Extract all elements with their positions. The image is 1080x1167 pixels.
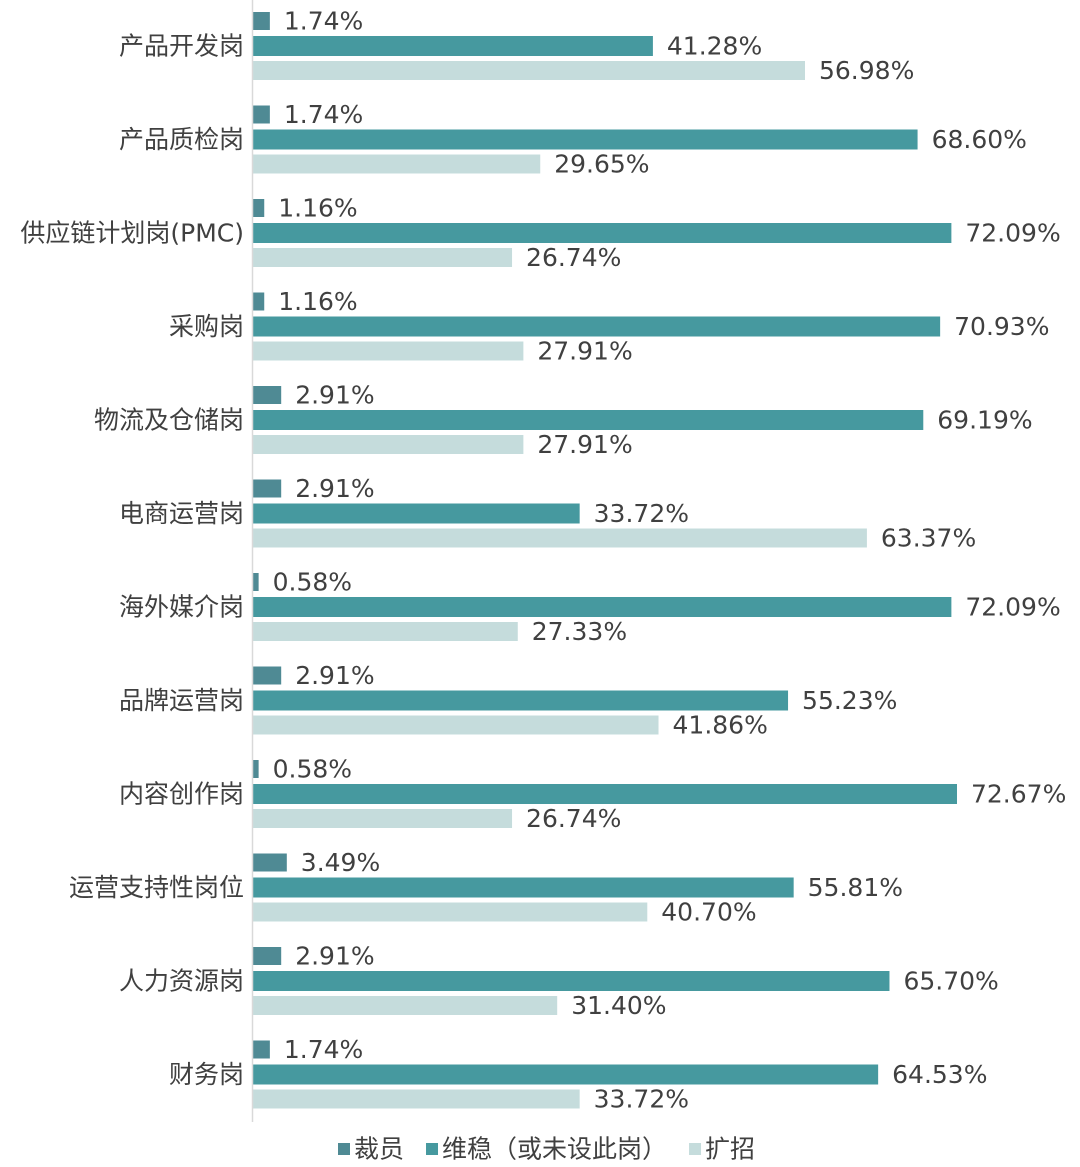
bar-layoff (253, 760, 259, 778)
bar-expand (253, 809, 513, 828)
data-label: 72.09% (965, 219, 1060, 248)
legend-swatch (426, 1143, 439, 1155)
bar-expand (253, 248, 513, 267)
category-label: 海外媒介岗 (119, 593, 244, 622)
bar-expand (253, 1089, 580, 1109)
bar-stable (253, 36, 653, 56)
category-label: 人力资源岗 (119, 967, 244, 996)
data-label: 0.58% (273, 568, 352, 597)
legend-label: 扩招 (705, 1135, 755, 1164)
data-label: 3.49% (301, 848, 380, 877)
category-label: 供应链计划岗(PMC) (20, 219, 244, 248)
bar-expand (253, 902, 648, 922)
bar-stable (253, 316, 941, 337)
data-label: 2.91% (295, 661, 374, 690)
data-label: 69.19% (937, 406, 1032, 435)
legend-swatch (338, 1143, 350, 1155)
bar-layoff (253, 1040, 270, 1059)
bar-layoff (253, 386, 282, 404)
data-label: 1.74% (284, 100, 363, 129)
legend-label: 裁员 (354, 1135, 404, 1164)
bar-stable (253, 784, 957, 804)
data-label: 56.98% (819, 56, 914, 85)
category-label: 品牌运营岗 (119, 686, 244, 715)
bar-stable (253, 877, 794, 898)
bar-expand (253, 61, 806, 80)
data-label: 2.91% (295, 942, 374, 971)
category-label: 物流及仓储岗 (94, 406, 244, 435)
data-label: 27.91% (537, 337, 632, 366)
bars-layer (253, 12, 957, 1109)
bar-layoff (253, 853, 287, 872)
category-label: 电商运营岗 (119, 499, 244, 528)
bar-layoff (253, 199, 265, 217)
data-label: 27.91% (537, 430, 632, 459)
data-label: 33.72% (594, 499, 689, 528)
data-label: 33.72% (594, 1085, 689, 1114)
data-label: 26.74% (526, 243, 621, 272)
data-label: 40.70% (661, 898, 756, 927)
bar-layoff (253, 105, 270, 124)
data-label: 1.74% (284, 1035, 363, 1064)
data-label: 41.86% (673, 711, 768, 740)
data-label: 72.67% (971, 780, 1066, 809)
bar-stable (253, 129, 918, 150)
bar-layoff (253, 573, 259, 591)
data-label: 68.60% (932, 125, 1027, 154)
data-label: 63.37% (881, 524, 976, 553)
bar-expand (253, 154, 541, 174)
bar-expand (253, 341, 524, 361)
bar-stable (253, 223, 952, 243)
bar-stable (253, 410, 924, 430)
legend: 裁员 维稳（或未设此岗） 扩招 (338, 1135, 755, 1164)
category-label: 运营支持性岗位 (69, 873, 244, 902)
data-label: 72.09% (965, 593, 1060, 622)
bar-expand (253, 528, 867, 548)
category-label: 采购岗 (169, 312, 244, 341)
bar-layoff (253, 479, 282, 498)
data-label: 55.81% (808, 873, 903, 902)
bar-stable (253, 1064, 879, 1085)
bar-stable (253, 971, 890, 991)
data-label: 1.16% (278, 287, 357, 316)
data-label: 27.33% (532, 617, 627, 646)
data-label: 55.23% (802, 686, 897, 715)
bar-layoff (253, 666, 282, 685)
legend-label: 维稳（或未设此岗） (442, 1135, 667, 1164)
data-label: 70.93% (954, 312, 1049, 341)
data-label: 64.53% (892, 1060, 987, 1089)
bar-layoff (253, 12, 270, 30)
bar-layoff (253, 947, 282, 965)
data-label: 31.40% (571, 991, 666, 1020)
labels-layer: 产品开发岗 1.74% 41.28% 56.98% 产品质检岗 1.74% 68.60% 29… (20, 7, 1066, 1114)
data-label: 1.16% (278, 194, 357, 223)
data-label: 29.65% (554, 150, 649, 179)
category-label: 内容创作岗 (119, 780, 244, 809)
category-label: 产品质检岗 (119, 125, 244, 154)
bar-stable (253, 597, 952, 617)
bar-expand (253, 435, 524, 454)
bar-expand (253, 622, 518, 641)
bar-layoff (253, 292, 265, 311)
bar-expand (253, 996, 558, 1015)
data-label: 65.70% (903, 967, 998, 996)
bar-expand (253, 715, 659, 735)
data-label: 2.91% (295, 381, 374, 410)
category-label: 产品开发岗 (119, 32, 244, 61)
data-label: 1.74% (284, 7, 363, 36)
data-label: 0.58% (273, 755, 352, 784)
legend-swatch (689, 1143, 702, 1155)
data-label: 41.28% (667, 32, 762, 61)
category-label: 财务岗 (169, 1060, 244, 1089)
bar-stable (253, 503, 580, 524)
data-label: 2.91% (295, 474, 374, 503)
data-label: 26.74% (526, 804, 621, 833)
bar-stable (253, 690, 789, 711)
